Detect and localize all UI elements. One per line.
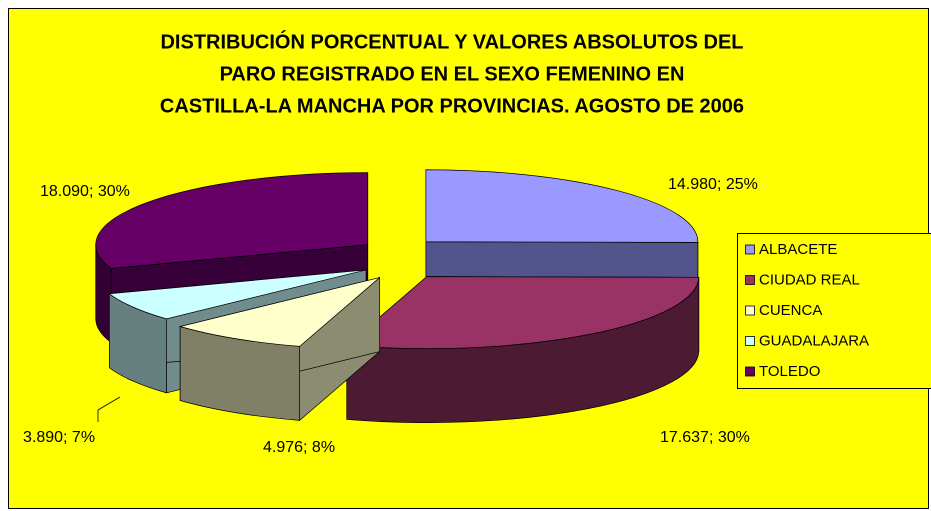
slice-top xyxy=(95,172,369,269)
legend-swatch xyxy=(745,336,755,346)
legend-swatch xyxy=(745,244,755,255)
data-label: 14.980; 25% xyxy=(668,176,758,193)
chart-title: DISTRIBUCIÓN PORCENTUAL Y VALORES ABSOLU… xyxy=(160,29,743,53)
data-label: 3.890; 7% xyxy=(23,429,95,446)
legend-box xyxy=(737,233,931,389)
chart-subtitle: CASTILLA-LA MANCHA POR PROVINCIAS. AGOST… xyxy=(160,95,744,117)
data-label: 17.637; 30% xyxy=(660,429,750,446)
legend-swatch xyxy=(745,366,755,377)
legend-label: ALBACETE xyxy=(759,241,837,258)
slice-top xyxy=(425,169,699,243)
legend-label: CIUDAD REAL xyxy=(759,271,860,288)
legend-swatch xyxy=(745,275,755,285)
legend-label: TOLEDO xyxy=(759,363,820,380)
slice xyxy=(178,276,381,422)
slice-top xyxy=(345,276,700,349)
data-label: 18.090; 30% xyxy=(40,183,130,200)
slice-top xyxy=(108,269,367,320)
chart-subtitle: PARO REGISTRADO EN EL SEXO FEMENINO EN xyxy=(220,63,685,85)
leader-line xyxy=(97,396,121,422)
legend-swatch xyxy=(745,305,755,316)
legend-label: CUENCA xyxy=(759,302,822,319)
legend-label: GUADALAJARA xyxy=(759,332,869,349)
data-label: 4.976; 8% xyxy=(263,439,335,456)
slice-top xyxy=(178,277,380,347)
